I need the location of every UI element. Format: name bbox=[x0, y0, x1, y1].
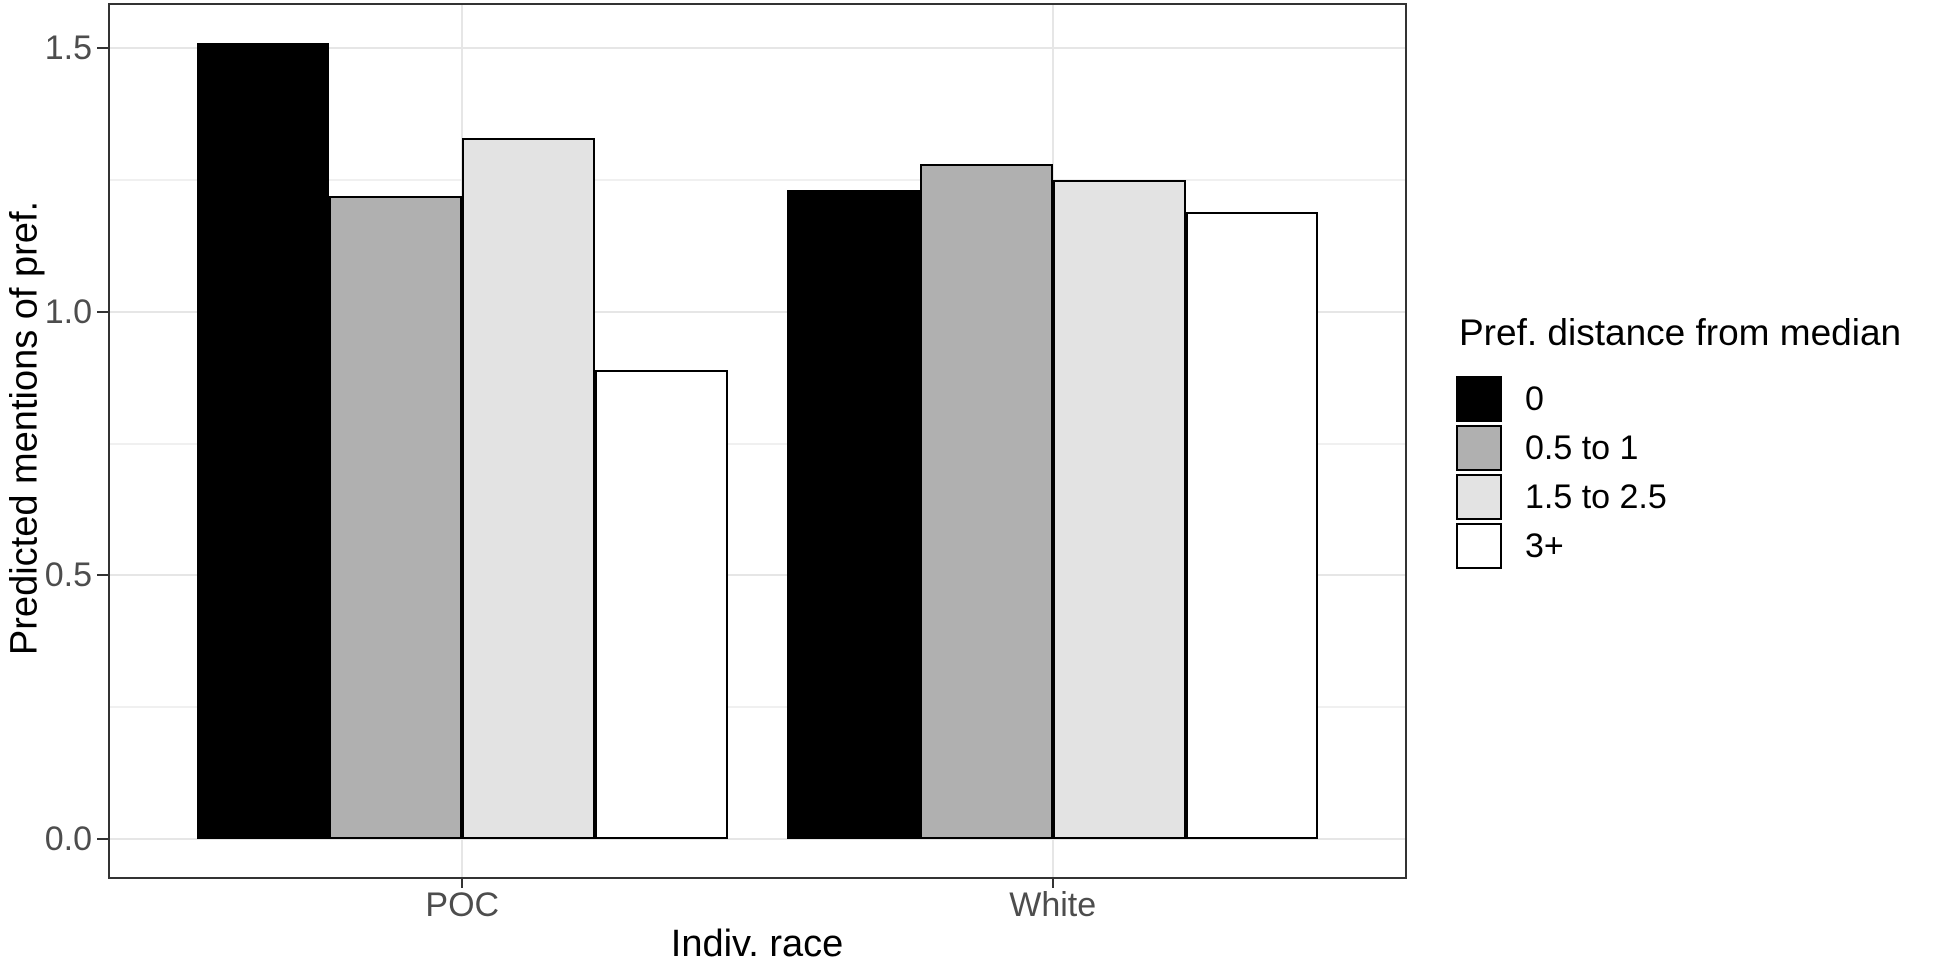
gridline-major-y bbox=[108, 310, 1407, 313]
legend-key-swatch bbox=[1456, 474, 1502, 520]
bar-white-3 bbox=[1185, 211, 1319, 840]
y-tick-label: 1.0 bbox=[44, 292, 92, 331]
x-tick-label: POC bbox=[425, 886, 500, 924]
gridline-major-y bbox=[108, 574, 1407, 577]
y-tick-label: 1.5 bbox=[44, 29, 92, 68]
legend-key-swatch bbox=[1456, 425, 1502, 471]
y-tick-label: 0.0 bbox=[44, 820, 92, 859]
legend-label: 3+ bbox=[1525, 527, 1564, 565]
legend-item: 1.5 to 2.5 bbox=[1456, 474, 1901, 520]
y-tick bbox=[97, 574, 108, 577]
legend-item: 0.5 to 1 bbox=[1456, 425, 1901, 471]
legend-items: 0 0.5 to 1 1.5 to 2.5 3+ bbox=[1456, 376, 1901, 569]
plot-panel bbox=[108, 3, 1407, 879]
legend-label: 1.5 to 2.5 bbox=[1525, 478, 1667, 516]
legend-title: Pref. distance from median bbox=[1459, 312, 1902, 353]
y-tick bbox=[97, 310, 108, 313]
legend-key-swatch bbox=[1456, 523, 1502, 569]
bar-white-2 bbox=[1052, 179, 1186, 840]
gridline-minor-y bbox=[108, 178, 1407, 181]
x-axis-title: Indiv. race bbox=[670, 923, 844, 964]
y-tick bbox=[97, 47, 108, 50]
bar-poc-1 bbox=[329, 195, 463, 840]
y-tick-label: 0.5 bbox=[44, 556, 92, 595]
gridline-major-y bbox=[108, 47, 1407, 50]
y-tick bbox=[97, 838, 108, 841]
x-tick bbox=[1051, 879, 1054, 888]
x-tick-label: White bbox=[1009, 886, 1097, 924]
legend-item: 0 bbox=[1456, 376, 1901, 422]
x-tick bbox=[461, 879, 464, 888]
legend-label: 0 bbox=[1525, 380, 1544, 418]
legend-label: 0.5 to 1 bbox=[1525, 429, 1639, 467]
gridline-minor-y bbox=[108, 706, 1407, 709]
legend-key-swatch bbox=[1456, 376, 1502, 422]
bar-poc-0 bbox=[196, 42, 330, 840]
bar-white-0 bbox=[787, 190, 920, 840]
bar-poc-3 bbox=[595, 369, 728, 840]
gridline-minor-y bbox=[108, 442, 1407, 445]
gridline-major-y bbox=[108, 838, 1407, 841]
bar-white-1 bbox=[919, 164, 1053, 840]
bar-poc-2 bbox=[462, 137, 596, 840]
legend-item: 3+ bbox=[1456, 523, 1901, 569]
legend: Pref. distance from median 0 0.5 to 1 1.5 … bbox=[1456, 312, 1901, 572]
